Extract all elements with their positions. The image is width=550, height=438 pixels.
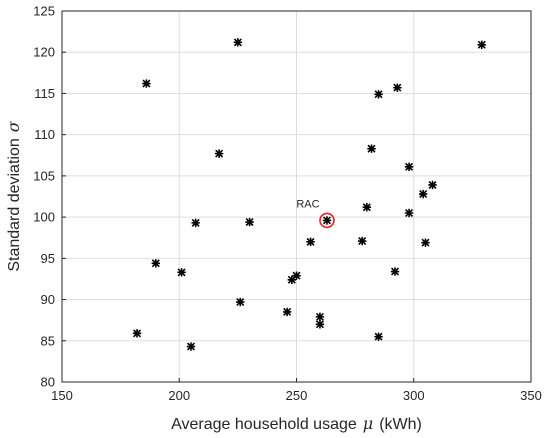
data-point-marker <box>390 267 400 276</box>
data-point-marker <box>306 237 315 247</box>
data-point-marker <box>357 236 367 246</box>
y-axis-label: Standard deviation σ <box>4 120 23 271</box>
x-axis-label-text: Average household usage <box>171 416 357 433</box>
data-point-marker <box>374 90 383 99</box>
y-tick-label: 95 <box>41 251 55 266</box>
data-point-marker <box>322 216 332 225</box>
data-point-marker <box>287 275 297 284</box>
data-point-marker <box>315 320 325 329</box>
x-axis-label-unit: (kWh) <box>379 416 422 433</box>
data-point-marker <box>421 238 430 247</box>
data-point-marker <box>404 208 414 218</box>
data-point-marker <box>418 189 428 199</box>
data-point-marker <box>132 329 142 338</box>
y-tick-label: 120 <box>33 45 55 60</box>
data-point-marker <box>404 162 414 172</box>
data-point-marker <box>142 79 151 88</box>
data-point-marker <box>151 259 160 268</box>
y-tick-label: 110 <box>34 127 55 142</box>
data-point-marker <box>367 144 376 153</box>
data-point-marker <box>315 312 325 322</box>
data-point-marker <box>233 38 243 47</box>
y-tick-label: 80 <box>41 375 55 390</box>
data-point-marker <box>214 149 224 158</box>
data-point-marker <box>362 203 372 212</box>
x-axis-label-symbol: μ <box>363 414 373 433</box>
data-point-marker <box>428 180 437 190</box>
y-axis-label-text: Standard deviation <box>6 138 23 271</box>
data-point-marker <box>245 217 254 227</box>
data-point-marker <box>393 83 402 92</box>
y-tick-label: 90 <box>41 292 55 307</box>
data-point-marker <box>292 271 301 280</box>
data-point-marker <box>177 268 186 277</box>
y-tick-label: 115 <box>34 86 55 101</box>
x-axis-label: Average household usage μ (kWh) <box>171 414 422 433</box>
data-point-marker <box>477 40 486 50</box>
y-tick-label: 100 <box>33 210 55 225</box>
y-tick-label: 125 <box>33 4 55 19</box>
x-axis-ticks: 150 200 250 300 350 <box>51 378 542 403</box>
x-tick-label: 250 <box>286 388 308 403</box>
x-tick-label: 350 <box>520 388 542 403</box>
rac-highlight-circle <box>319 212 335 229</box>
y-axis-ticks: 80 85 90 95 100 105 110 115 120 125 <box>33 4 66 390</box>
rac-annotation: RAC <box>296 198 335 229</box>
data-point-marker <box>236 297 245 307</box>
y-axis-label-symbol: σ <box>4 120 23 132</box>
y-tick-label: 85 <box>41 333 55 348</box>
x-tick-label: 200 <box>168 388 190 403</box>
data-point-marker <box>282 307 292 317</box>
rac-label: RAC <box>296 198 319 210</box>
x-tick-label: 150 <box>51 388 73 403</box>
y-tick-label: 105 <box>33 168 55 183</box>
data-point-marker <box>374 332 383 341</box>
x-tick-label: 300 <box>403 388 425 403</box>
data-point-marker <box>191 218 200 228</box>
data-points <box>132 38 486 351</box>
data-point-marker <box>186 342 196 351</box>
